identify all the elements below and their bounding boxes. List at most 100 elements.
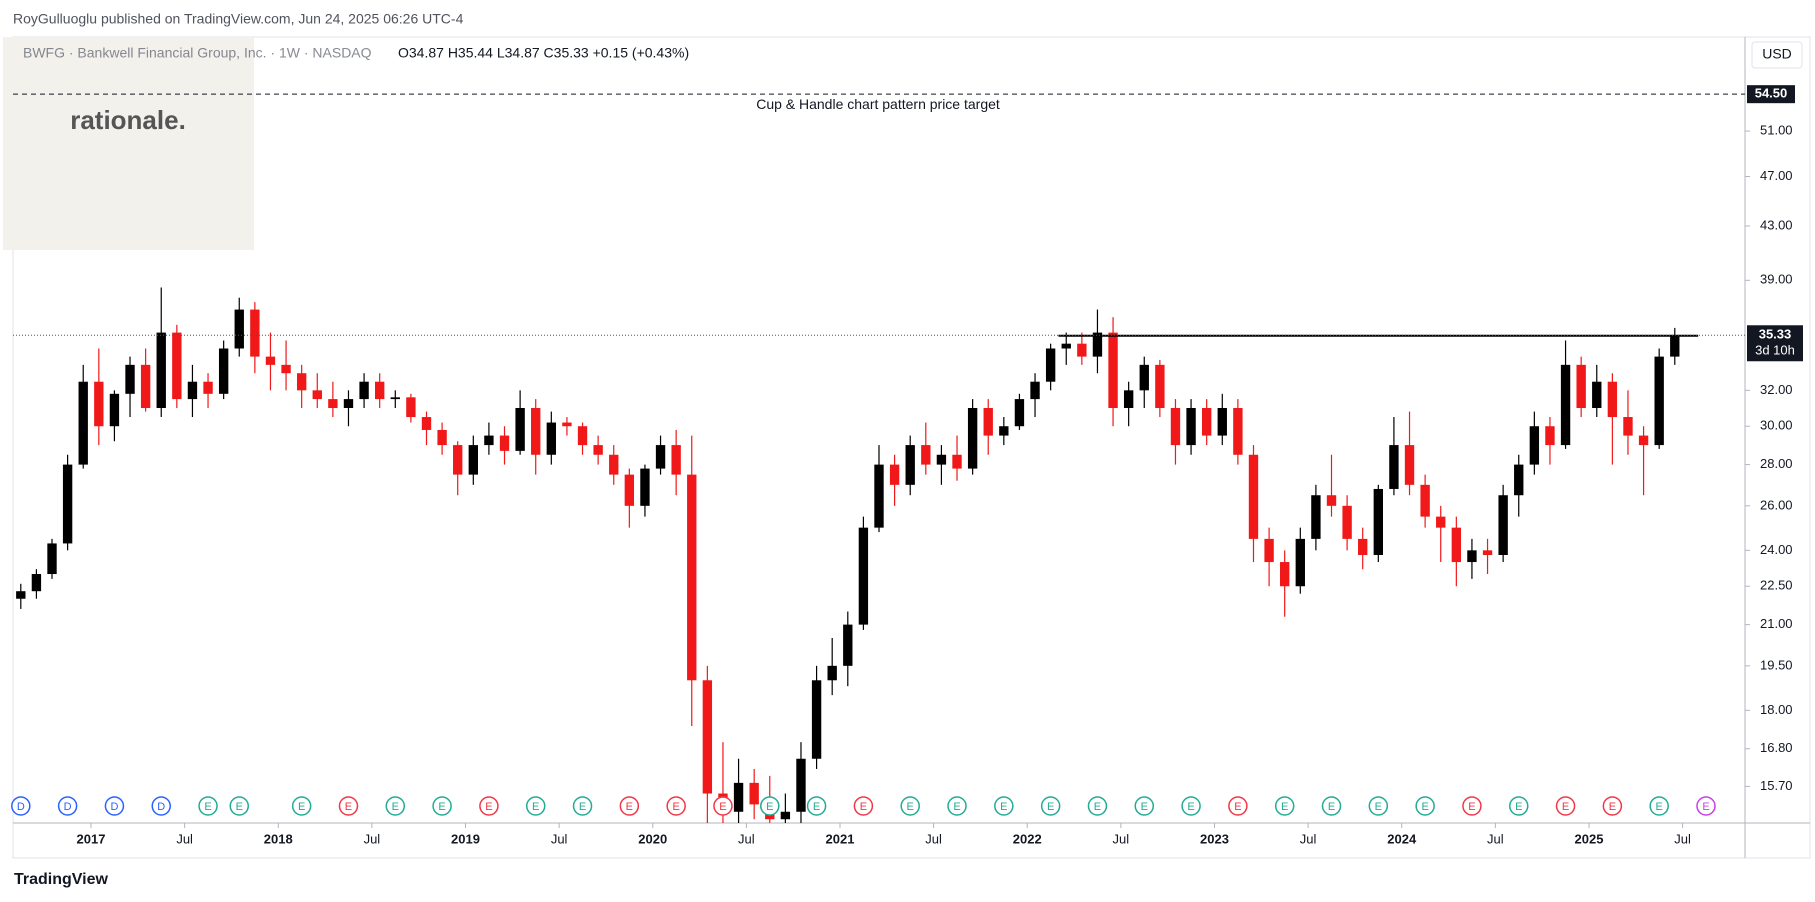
event-marker <box>229 796 250 816</box>
event-marker <box>1508 796 1529 816</box>
candle-body <box>874 464 884 528</box>
candle-body <box>47 543 57 575</box>
event-label: E <box>1328 801 1335 813</box>
candle-body <box>515 407 525 451</box>
candle-body <box>1233 407 1243 455</box>
candle-body <box>843 624 853 666</box>
candle-body <box>858 527 869 625</box>
candle-body <box>889 464 900 485</box>
candle-body <box>733 782 744 812</box>
event-label: E <box>860 801 867 813</box>
event-label: D <box>157 801 165 813</box>
symbol-legend: BWFG · Bankwell Financial Group, Inc. · … <box>23 45 372 61</box>
candle-body <box>1045 348 1056 382</box>
currency[interactable]: USD <box>1762 46 1792 62</box>
candle-body <box>1170 407 1181 446</box>
candle-body <box>1186 407 1196 446</box>
event-marker <box>525 796 546 816</box>
x-tick-label: 2025 <box>1575 831 1604 846</box>
y-tick-label: 26.00 <box>1760 497 1793 512</box>
event-marker <box>432 796 452 816</box>
event-marker <box>806 796 827 816</box>
ohlc-legend: O34.87 H35.44 L34.87 C35.33 +0.15 (+0.43… <box>398 45 689 61</box>
x-tick-label: Jul <box>176 831 193 846</box>
event-marker <box>1087 796 1108 816</box>
candle-body <box>453 445 463 475</box>
candle-body <box>1077 343 1087 357</box>
candle-body <box>1498 495 1508 555</box>
x-tick-label: 2019 <box>451 831 480 846</box>
y-tick-label: 51.00 <box>1760 123 1793 138</box>
y-tick-label: 18.00 <box>1760 702 1793 717</box>
candle-body <box>1108 332 1118 408</box>
candle-body <box>1482 550 1493 555</box>
candle-body <box>1451 527 1462 563</box>
event-marker <box>572 796 593 816</box>
candle-body <box>109 393 120 427</box>
candle-body <box>359 381 369 400</box>
y-tick-label: 15.70 <box>1760 778 1793 793</box>
candle-body <box>1576 364 1586 408</box>
x-tick-label: 2017 <box>77 831 106 846</box>
event-label: E <box>1234 801 1241 813</box>
target-label-box <box>1747 85 1795 104</box>
candle-body <box>640 468 650 506</box>
candle-body <box>546 422 557 455</box>
candle-body <box>390 397 400 400</box>
event-label: E <box>438 801 445 813</box>
candle-body <box>1592 381 1602 408</box>
candle-body <box>343 399 354 408</box>
y-tick-label: 28.00 <box>1760 456 1793 471</box>
event-label: E <box>1515 801 1522 813</box>
y-tick-label: 30.00 <box>1760 418 1793 433</box>
candle-body <box>1623 417 1633 436</box>
y-tick-label: 24.00 <box>1760 542 1793 557</box>
event-marker <box>760 796 780 816</box>
logo-box <box>3 37 254 250</box>
candle-body <box>265 356 276 365</box>
candle-body <box>1607 381 1618 418</box>
candle-body <box>406 397 416 418</box>
x-tick-label: 2018 <box>264 831 293 846</box>
candle-body <box>999 426 1009 436</box>
event-marker <box>11 796 31 816</box>
candle-body <box>562 422 572 427</box>
event-label: E <box>1047 801 1054 813</box>
event-label: E <box>1421 801 1428 813</box>
event-label: D <box>17 801 25 813</box>
event-marker <box>1368 796 1389 816</box>
last-price-label: 35.33 <box>1759 327 1792 342</box>
candle-body <box>187 381 198 400</box>
event-label: E <box>532 801 539 813</box>
event-marker <box>947 796 967 816</box>
event-marker <box>291 796 312 816</box>
candle-body <box>156 332 166 408</box>
candle-body <box>31 574 42 592</box>
event-label: E <box>236 801 243 813</box>
logo: rationale. <box>70 105 186 135</box>
candle-body <box>281 364 291 374</box>
event-marker <box>1321 796 1342 816</box>
event-label: E <box>1609 801 1616 813</box>
event-label: E <box>1281 801 1288 813</box>
candle-body <box>624 474 635 506</box>
candle-body <box>983 407 993 436</box>
event-marker <box>619 796 640 816</box>
candle-body <box>1373 488 1383 555</box>
candle-body <box>1280 562 1290 587</box>
x-tick-label: Jul <box>925 831 942 846</box>
candle-body <box>1311 495 1321 539</box>
candle-body <box>609 454 619 475</box>
event-label: E <box>579 801 586 813</box>
candle-body <box>94 381 104 427</box>
target-label: 54.50 <box>1755 86 1788 101</box>
event-label: E <box>1094 801 1101 813</box>
currency-box[interactable] <box>1751 41 1803 69</box>
candle-body <box>1014 399 1025 427</box>
x-tick-label: 2022 <box>1013 831 1042 846</box>
candle-body <box>1389 445 1399 489</box>
event-marker <box>713 796 733 816</box>
candle-body <box>921 445 931 465</box>
